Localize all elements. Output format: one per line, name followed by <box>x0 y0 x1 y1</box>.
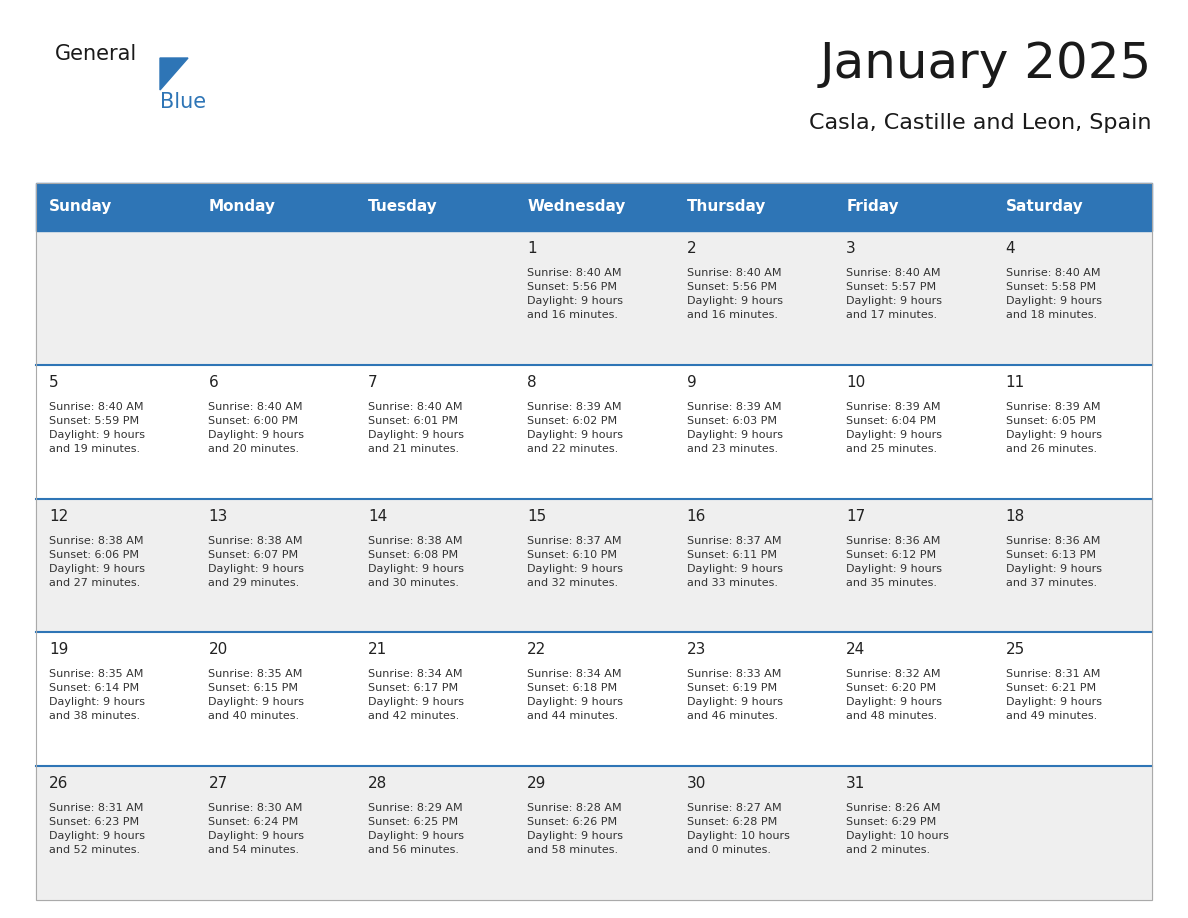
Text: Sunrise: 8:38 AM
Sunset: 6:07 PM
Daylight: 9 hours
and 29 minutes.: Sunrise: 8:38 AM Sunset: 6:07 PM Dayligh… <box>208 535 304 588</box>
Text: 16: 16 <box>687 509 706 523</box>
Text: Sunrise: 8:40 AM
Sunset: 6:01 PM
Daylight: 9 hours
and 21 minutes.: Sunrise: 8:40 AM Sunset: 6:01 PM Dayligh… <box>368 402 463 453</box>
Text: Wednesday: Wednesday <box>527 199 626 215</box>
Text: 14: 14 <box>368 509 387 523</box>
Bar <box>36 364 1152 498</box>
Text: Friday: Friday <box>846 199 899 215</box>
Text: 19: 19 <box>49 643 69 657</box>
Text: 4: 4 <box>1005 241 1016 256</box>
Text: Sunrise: 8:28 AM
Sunset: 6:26 PM
Daylight: 9 hours
and 58 minutes.: Sunrise: 8:28 AM Sunset: 6:26 PM Dayligh… <box>527 803 624 856</box>
Text: Sunrise: 8:34 AM
Sunset: 6:17 PM
Daylight: 9 hours
and 42 minutes.: Sunrise: 8:34 AM Sunset: 6:17 PM Dayligh… <box>368 669 463 722</box>
Text: 18: 18 <box>1005 509 1025 523</box>
Polygon shape <box>160 58 188 90</box>
Text: Sunrise: 8:40 AM
Sunset: 5:59 PM
Daylight: 9 hours
and 19 minutes.: Sunrise: 8:40 AM Sunset: 5:59 PM Dayligh… <box>49 402 145 453</box>
Text: Sunrise: 8:36 AM
Sunset: 6:12 PM
Daylight: 9 hours
and 35 minutes.: Sunrise: 8:36 AM Sunset: 6:12 PM Dayligh… <box>846 535 942 588</box>
Bar <box>36 498 1152 633</box>
Text: 9: 9 <box>687 375 696 390</box>
Text: 8: 8 <box>527 375 537 390</box>
Text: Tuesday: Tuesday <box>368 199 437 215</box>
Text: Sunday: Sunday <box>49 199 113 215</box>
Text: 6: 6 <box>208 375 219 390</box>
Text: Sunrise: 8:30 AM
Sunset: 6:24 PM
Daylight: 9 hours
and 54 minutes.: Sunrise: 8:30 AM Sunset: 6:24 PM Dayligh… <box>208 803 304 856</box>
Bar <box>36 183 1152 231</box>
Text: Sunrise: 8:35 AM
Sunset: 6:14 PM
Daylight: 9 hours
and 38 minutes.: Sunrise: 8:35 AM Sunset: 6:14 PM Dayligh… <box>49 669 145 722</box>
Text: 28: 28 <box>368 777 387 791</box>
Text: Sunrise: 8:37 AM
Sunset: 6:10 PM
Daylight: 9 hours
and 32 minutes.: Sunrise: 8:37 AM Sunset: 6:10 PM Dayligh… <box>527 535 624 588</box>
Text: Sunrise: 8:39 AM
Sunset: 6:04 PM
Daylight: 9 hours
and 25 minutes.: Sunrise: 8:39 AM Sunset: 6:04 PM Dayligh… <box>846 402 942 453</box>
Text: Sunrise: 8:34 AM
Sunset: 6:18 PM
Daylight: 9 hours
and 44 minutes.: Sunrise: 8:34 AM Sunset: 6:18 PM Dayligh… <box>527 669 624 722</box>
Text: Sunrise: 8:31 AM
Sunset: 6:23 PM
Daylight: 9 hours
and 52 minutes.: Sunrise: 8:31 AM Sunset: 6:23 PM Dayligh… <box>49 803 145 856</box>
Text: Sunrise: 8:39 AM
Sunset: 6:03 PM
Daylight: 9 hours
and 23 minutes.: Sunrise: 8:39 AM Sunset: 6:03 PM Dayligh… <box>687 402 783 453</box>
Text: 10: 10 <box>846 375 865 390</box>
Bar <box>36 183 1152 900</box>
Text: 27: 27 <box>208 777 228 791</box>
Text: General: General <box>55 44 138 64</box>
Text: Sunrise: 8:35 AM
Sunset: 6:15 PM
Daylight: 9 hours
and 40 minutes.: Sunrise: 8:35 AM Sunset: 6:15 PM Dayligh… <box>208 669 304 722</box>
Text: 25: 25 <box>1005 643 1025 657</box>
Text: Sunrise: 8:38 AM
Sunset: 6:08 PM
Daylight: 9 hours
and 30 minutes.: Sunrise: 8:38 AM Sunset: 6:08 PM Dayligh… <box>368 535 463 588</box>
Text: Sunrise: 8:40 AM
Sunset: 5:57 PM
Daylight: 9 hours
and 17 minutes.: Sunrise: 8:40 AM Sunset: 5:57 PM Dayligh… <box>846 268 942 320</box>
Text: 26: 26 <box>49 777 69 791</box>
Bar <box>36 633 1152 767</box>
Text: Sunrise: 8:36 AM
Sunset: 6:13 PM
Daylight: 9 hours
and 37 minutes.: Sunrise: 8:36 AM Sunset: 6:13 PM Dayligh… <box>1005 535 1101 588</box>
Text: 5: 5 <box>49 375 58 390</box>
Text: 22: 22 <box>527 643 546 657</box>
Text: 24: 24 <box>846 643 865 657</box>
Text: Sunrise: 8:27 AM
Sunset: 6:28 PM
Daylight: 10 hours
and 0 minutes.: Sunrise: 8:27 AM Sunset: 6:28 PM Dayligh… <box>687 803 790 856</box>
Text: Sunrise: 8:40 AM
Sunset: 5:58 PM
Daylight: 9 hours
and 18 minutes.: Sunrise: 8:40 AM Sunset: 5:58 PM Dayligh… <box>1005 268 1101 320</box>
Text: Sunrise: 8:38 AM
Sunset: 6:06 PM
Daylight: 9 hours
and 27 minutes.: Sunrise: 8:38 AM Sunset: 6:06 PM Dayligh… <box>49 535 145 588</box>
Text: Thursday: Thursday <box>687 199 766 215</box>
Text: Sunrise: 8:31 AM
Sunset: 6:21 PM
Daylight: 9 hours
and 49 minutes.: Sunrise: 8:31 AM Sunset: 6:21 PM Dayligh… <box>1005 669 1101 722</box>
Text: 23: 23 <box>687 643 706 657</box>
Text: 30: 30 <box>687 777 706 791</box>
Text: 7: 7 <box>368 375 378 390</box>
Text: Sunrise: 8:40 AM
Sunset: 6:00 PM
Daylight: 9 hours
and 20 minutes.: Sunrise: 8:40 AM Sunset: 6:00 PM Dayligh… <box>208 402 304 453</box>
Text: Blue: Blue <box>160 92 207 112</box>
Text: Sunrise: 8:40 AM
Sunset: 5:56 PM
Daylight: 9 hours
and 16 minutes.: Sunrise: 8:40 AM Sunset: 5:56 PM Dayligh… <box>527 268 624 320</box>
Text: 31: 31 <box>846 777 866 791</box>
Text: 2: 2 <box>687 241 696 256</box>
Text: 11: 11 <box>1005 375 1025 390</box>
Text: Sunrise: 8:39 AM
Sunset: 6:02 PM
Daylight: 9 hours
and 22 minutes.: Sunrise: 8:39 AM Sunset: 6:02 PM Dayligh… <box>527 402 624 453</box>
Text: January 2025: January 2025 <box>820 40 1152 88</box>
Text: Saturday: Saturday <box>1005 199 1083 215</box>
Text: Sunrise: 8:29 AM
Sunset: 6:25 PM
Daylight: 9 hours
and 56 minutes.: Sunrise: 8:29 AM Sunset: 6:25 PM Dayligh… <box>368 803 463 856</box>
Text: 15: 15 <box>527 509 546 523</box>
Text: Sunrise: 8:37 AM
Sunset: 6:11 PM
Daylight: 9 hours
and 33 minutes.: Sunrise: 8:37 AM Sunset: 6:11 PM Dayligh… <box>687 535 783 588</box>
Text: 17: 17 <box>846 509 865 523</box>
Bar <box>36 231 1152 364</box>
Text: 29: 29 <box>527 777 546 791</box>
Bar <box>36 767 1152 900</box>
Text: Sunrise: 8:39 AM
Sunset: 6:05 PM
Daylight: 9 hours
and 26 minutes.: Sunrise: 8:39 AM Sunset: 6:05 PM Dayligh… <box>1005 402 1101 453</box>
Text: 12: 12 <box>49 509 68 523</box>
Text: 13: 13 <box>208 509 228 523</box>
Text: 3: 3 <box>846 241 855 256</box>
Text: 1: 1 <box>527 241 537 256</box>
Text: Casla, Castille and Leon, Spain: Casla, Castille and Leon, Spain <box>809 113 1152 133</box>
Text: Sunrise: 8:26 AM
Sunset: 6:29 PM
Daylight: 10 hours
and 2 minutes.: Sunrise: 8:26 AM Sunset: 6:29 PM Dayligh… <box>846 803 949 856</box>
Text: Sunrise: 8:33 AM
Sunset: 6:19 PM
Daylight: 9 hours
and 46 minutes.: Sunrise: 8:33 AM Sunset: 6:19 PM Dayligh… <box>687 669 783 722</box>
Text: 21: 21 <box>368 643 387 657</box>
Text: Sunrise: 8:40 AM
Sunset: 5:56 PM
Daylight: 9 hours
and 16 minutes.: Sunrise: 8:40 AM Sunset: 5:56 PM Dayligh… <box>687 268 783 320</box>
Text: 20: 20 <box>208 643 228 657</box>
Text: Sunrise: 8:32 AM
Sunset: 6:20 PM
Daylight: 9 hours
and 48 minutes.: Sunrise: 8:32 AM Sunset: 6:20 PM Dayligh… <box>846 669 942 722</box>
Text: Monday: Monday <box>208 199 276 215</box>
